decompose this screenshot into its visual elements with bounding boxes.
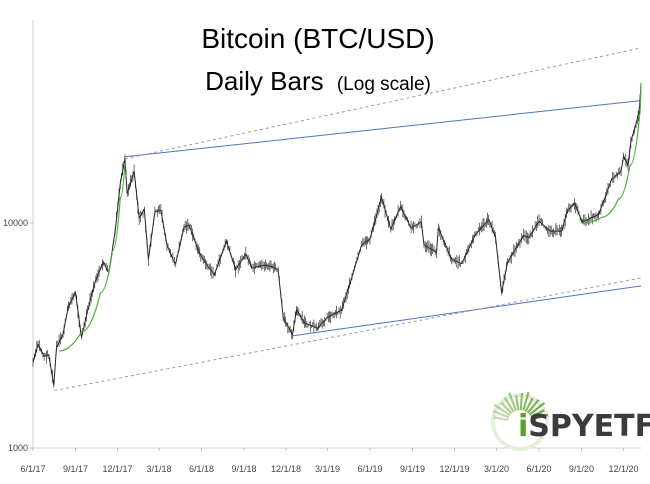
logo-swirl-stroke — [500, 401, 513, 415]
x-tick-label: 9/1/20 — [569, 464, 594, 474]
logo-text: iSPYETF — [518, 409, 650, 444]
x-tick-label: 3/1/19 — [315, 464, 340, 474]
logo-swirl-stroke — [531, 413, 549, 421]
chart-subtitle-main: Daily Bars — [205, 66, 323, 96]
x-tick-label: 12/1/18 — [271, 464, 301, 474]
solid-trendline — [124, 100, 642, 158]
x-tick-label: 6/1/20 — [526, 464, 551, 474]
logo-swirl-stroke — [492, 410, 510, 419]
logo-swirl-stroke — [493, 403, 511, 417]
x-tick-label: 3/1/20 — [484, 464, 509, 474]
x-tick-label: 12/1/17 — [102, 464, 132, 474]
x-tick-label: 6/1/17 — [20, 464, 45, 474]
chart-subtitle-note: (Log scale) — [337, 74, 431, 95]
logo-text-spyetf: SPYETF — [528, 409, 650, 444]
growth-curve — [583, 82, 642, 224]
logo-swirl-stroke — [515, 395, 520, 411]
x-tick-label: 9/1/19 — [400, 464, 425, 474]
dashed-trendline — [54, 277, 642, 392]
logo-swirl-icon — [491, 391, 549, 451]
trendlines — [54, 47, 642, 392]
logo-swirl-stroke — [508, 392, 517, 412]
logo-swirl-stroke — [519, 393, 524, 411]
logo-swirl-stroke — [528, 402, 546, 416]
x-tick-label: 12/1/19 — [439, 464, 469, 474]
ispyetf-logo: iSPYETF — [491, 391, 650, 451]
logo-swirl-stroke — [530, 409, 545, 418]
x-tick-label: 9/1/17 — [63, 464, 88, 474]
chart-subtitle: Daily Bars (Log scale) — [205, 66, 431, 96]
dashed-trendline — [124, 47, 642, 160]
x-tick-label: 6/1/19 — [357, 464, 382, 474]
price-series — [32, 85, 642, 388]
axes: 10000 1000 6/1/17 9/1/17 12/1/17 3/1/18 6/1/18… — [3, 20, 641, 474]
x-tick-label: 12/1/20 — [608, 464, 638, 474]
logo-swirl-stroke — [522, 391, 530, 411]
logo-text-i: i — [518, 409, 528, 444]
logo-swirl-stroke — [493, 416, 509, 421]
growth-curves — [59, 82, 642, 352]
logo-ring — [491, 393, 549, 451]
x-tick-label: 6/1/18 — [189, 464, 214, 474]
logo-swirl-stroke — [503, 396, 515, 413]
chart-title: Bitcoin (BTC/USD) — [201, 23, 434, 54]
logo-swirl-stroke — [524, 397, 534, 412]
y-tick-label: 10000 — [3, 218, 28, 228]
logo-swirl-stroke — [526, 399, 540, 414]
x-tick-label: 3/1/18 — [147, 464, 172, 474]
x-tick-label: 9/1/18 — [231, 464, 256, 474]
y-tick-label: 1000 — [8, 443, 28, 453]
growth-curve — [59, 162, 126, 352]
